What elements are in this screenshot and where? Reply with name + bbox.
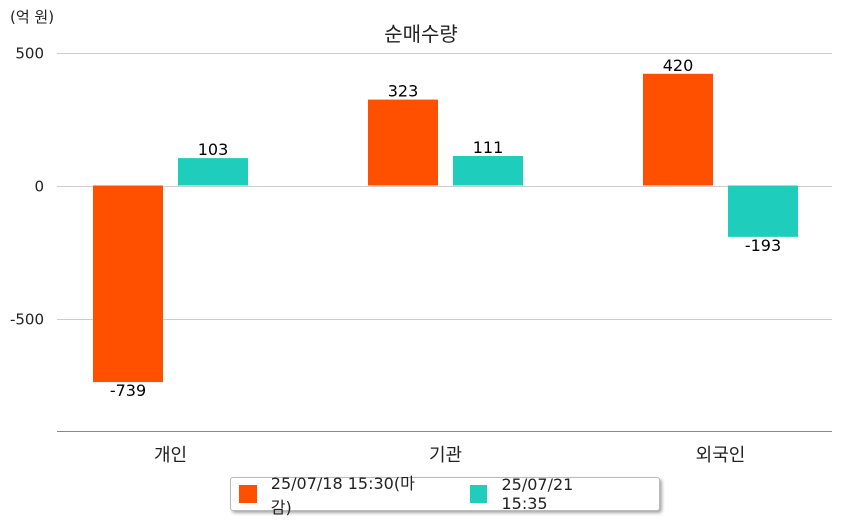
bar-1-개인[interactable] [93, 185, 163, 383]
data-label-1-외국인: 420 [663, 56, 694, 75]
bar-2-개인[interactable] [178, 158, 248, 186]
x-tick-label: 개인 [154, 445, 187, 466]
y-tick-label: 500 [15, 45, 44, 63]
bar-2-외국인[interactable] [728, 185, 798, 237]
x-tick-label: 외국인 [696, 445, 746, 466]
data-label-2-기관: 111 [473, 138, 504, 157]
legend-item-series-2[interactable]: 25/07/21 15:35 [469, 475, 623, 513]
unit-label: (억 원) [10, 8, 55, 26]
bar-1-외국인[interactable] [643, 73, 713, 186]
data-label-1-개인: -739 [110, 381, 146, 400]
y-tick-label: -500 [10, 311, 44, 329]
legend-swatch-series-1 [239, 485, 257, 503]
data-label-2-개인: 103 [198, 140, 229, 159]
legend: 25/07/18 15:30(마감) 25/07/21 15:35 [230, 474, 660, 517]
data-label-1-기관: 323 [388, 82, 419, 101]
x-tick-label: 기관 [429, 445, 462, 466]
legend-swatch-series-2 [469, 485, 488, 503]
legend-item-series-1[interactable]: 25/07/18 15:30(마감) [239, 470, 434, 518]
bar-2-기관[interactable] [453, 155, 523, 186]
y-tick-label: 0 [34, 178, 44, 196]
bar-1-기관[interactable] [368, 99, 438, 186]
legend-label-series-2: 25/07/21 15:35 [501, 475, 574, 513]
legend-label-series-1: 25/07/18 15:30(마감) [270, 474, 415, 517]
chart-title: 순매수량 [384, 22, 458, 46]
data-label-2-외국인: -193 [745, 236, 781, 255]
